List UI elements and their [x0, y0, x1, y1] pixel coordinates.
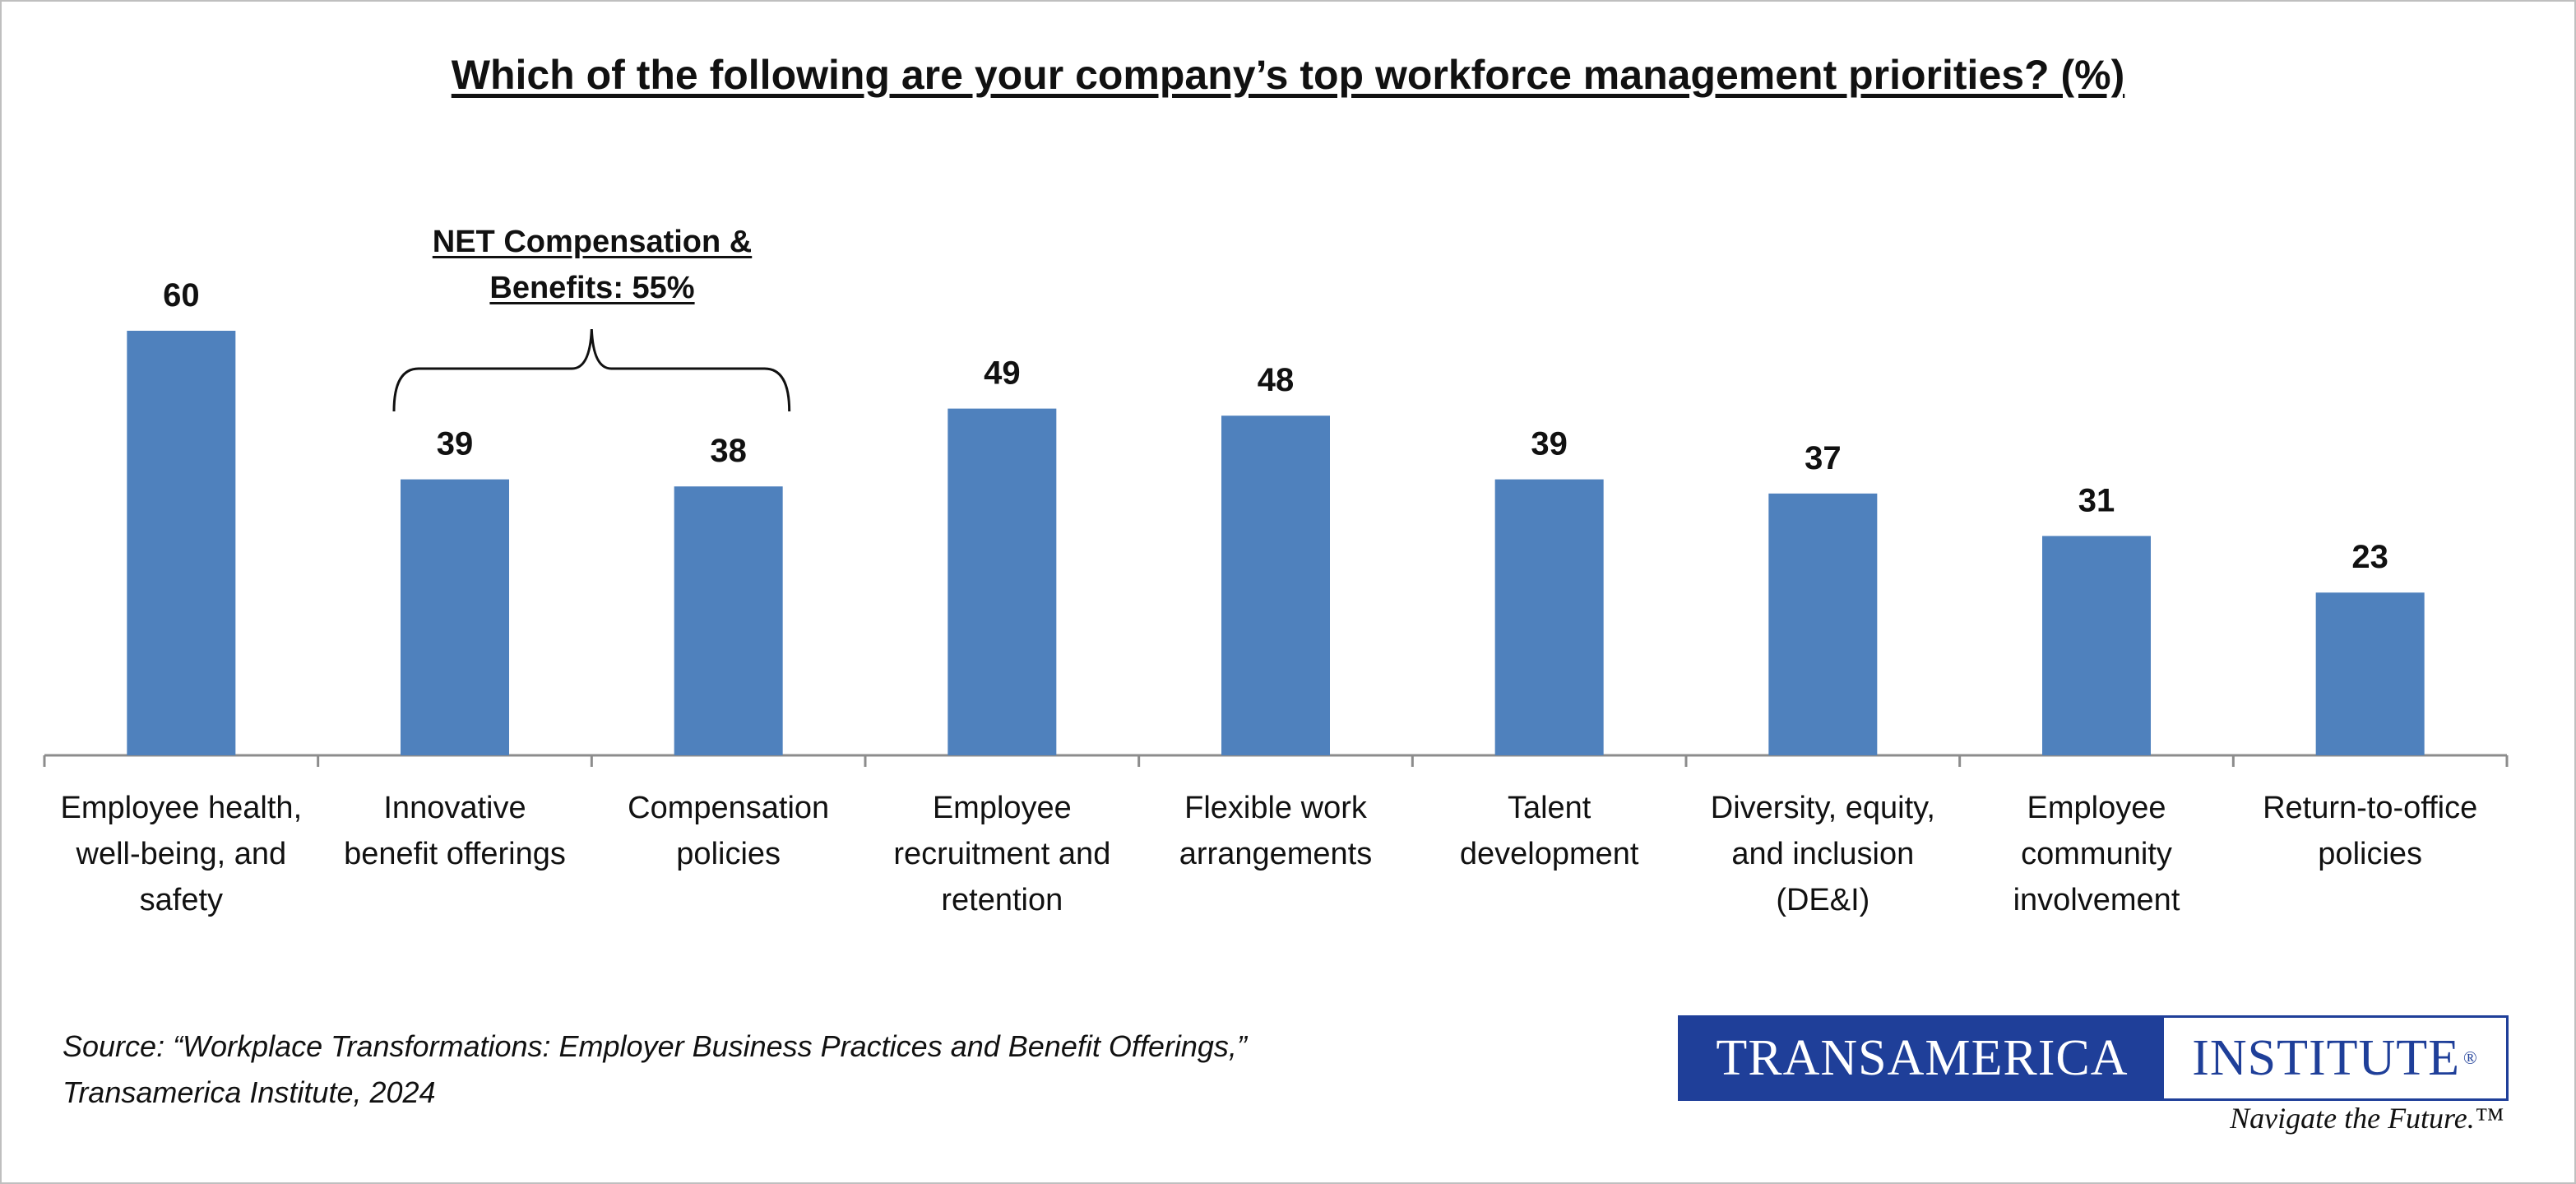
data-label: 39: [1531, 426, 1568, 462]
x-tick-label: policies: [676, 837, 781, 871]
logo-tagline: Navigate the Future.™: [2230, 1102, 2504, 1135]
x-tick-label: Employee health,: [61, 791, 303, 825]
annotation-brace: [392, 328, 791, 412]
data-label: 37: [1805, 440, 1842, 476]
logo-right-text: INSTITUTE: [2192, 1029, 2461, 1086]
bar: [1768, 493, 1878, 755]
net-compensation-annotation: NET Compensation & Benefits: 55%: [428, 219, 757, 311]
bar: [127, 331, 236, 755]
transamerica-institute-logo: TRANSAMERICA INSTITUTE ®: [1678, 1015, 2509, 1101]
x-tick-label: Flexible work: [1184, 791, 1368, 825]
x-tick-label: involvement: [2013, 883, 2180, 917]
x-tick-label: Employee: [933, 791, 1072, 825]
data-label: 48: [1258, 362, 1295, 398]
chart-title: Which of the following are your company’…: [451, 52, 2125, 98]
bar: [401, 479, 509, 755]
x-tick-label: policies: [2318, 837, 2422, 871]
x-tick-label: Innovative: [383, 791, 526, 825]
data-label: 39: [437, 426, 474, 462]
x-tick-label: Diversity, equity,: [1711, 791, 1935, 825]
x-tick-label: arrangements: [1179, 837, 1372, 871]
logo-right-panel: INSTITUTE ®: [2164, 1018, 2506, 1098]
source-line-1: Source: “Workplace Transformations: Empl…: [63, 1029, 1247, 1063]
logo-left-text: TRANSAMERICA: [1680, 1018, 2164, 1098]
source-line-2: Transamerica Institute, 2024: [63, 1075, 436, 1109]
logo-registered-mark: ®: [2463, 1047, 2478, 1068]
x-tick-label: recruitment and: [893, 837, 1110, 871]
x-tick-label: Talent: [1508, 791, 1591, 825]
bar: [674, 486, 783, 755]
data-label: 49: [984, 355, 1021, 392]
data-label: 60: [163, 277, 200, 313]
bar: [2042, 536, 2151, 755]
net-annotation-line-1: NET Compensation &: [432, 225, 753, 259]
data-label: 31: [2078, 482, 2115, 518]
net-annotation-line-2: Benefits: 55%: [489, 271, 695, 305]
bar: [1494, 479, 1604, 755]
x-tick-label: retention: [941, 883, 1063, 917]
x-tick-label: Employee: [2027, 791, 2166, 825]
bar: [947, 408, 1057, 755]
x-tick-label: and inclusion: [1731, 837, 1914, 871]
x-tick-label: benefit offerings: [344, 837, 566, 871]
x-tick-label: community: [2021, 837, 2172, 871]
x-tick-label: safety: [140, 883, 223, 917]
data-label: 23: [2351, 539, 2388, 575]
x-tick-label: development: [1460, 837, 1639, 871]
x-tick-label: well-being, and: [76, 837, 287, 871]
x-tick-label: Compensation: [628, 791, 829, 825]
data-label: 38: [710, 433, 747, 469]
bar: [1221, 416, 1330, 755]
x-tick-label: Return-to-office: [2263, 791, 2477, 825]
source-note: Source: “Workplace Transformations: Empl…: [63, 1024, 1247, 1116]
bar: [2315, 592, 2425, 755]
x-tick-label: (DE&I): [1776, 883, 1869, 917]
